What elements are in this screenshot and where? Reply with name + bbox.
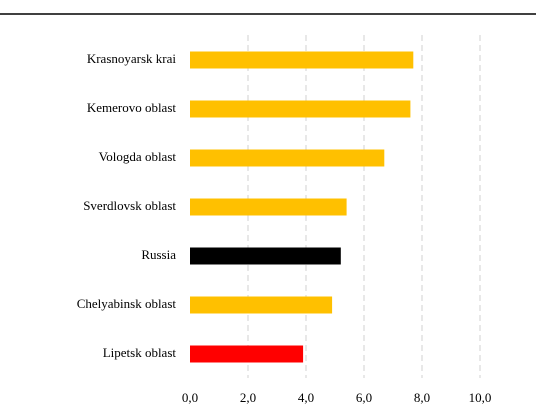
bar [190,247,341,265]
x-tick-label: 10,0 [469,390,492,405]
y-tick-label: Russia [141,247,176,262]
bar [190,345,304,363]
bar [190,149,385,167]
x-tick-label: 4,0 [298,390,314,405]
bar [190,296,333,314]
x-tick-label: 8,0 [414,390,430,405]
x-tick-label: 0,0 [182,390,198,405]
y-tick-label: Chelyabinsk oblast [77,296,177,311]
bar [190,198,347,216]
y-tick-label: Lipetsk oblast [103,345,177,360]
y-tick-label: Kemerovo oblast [87,100,177,115]
x-tick-label: 2,0 [240,390,256,405]
x-tick-label: 6,0 [356,390,372,405]
bar [190,51,414,69]
bar [190,100,411,118]
y-tick-label: Sverdlovsk oblast [83,198,176,213]
y-tick-label: Vologda oblast [99,149,177,164]
y-tick-label: Krasnoyarsk krai [87,51,177,66]
